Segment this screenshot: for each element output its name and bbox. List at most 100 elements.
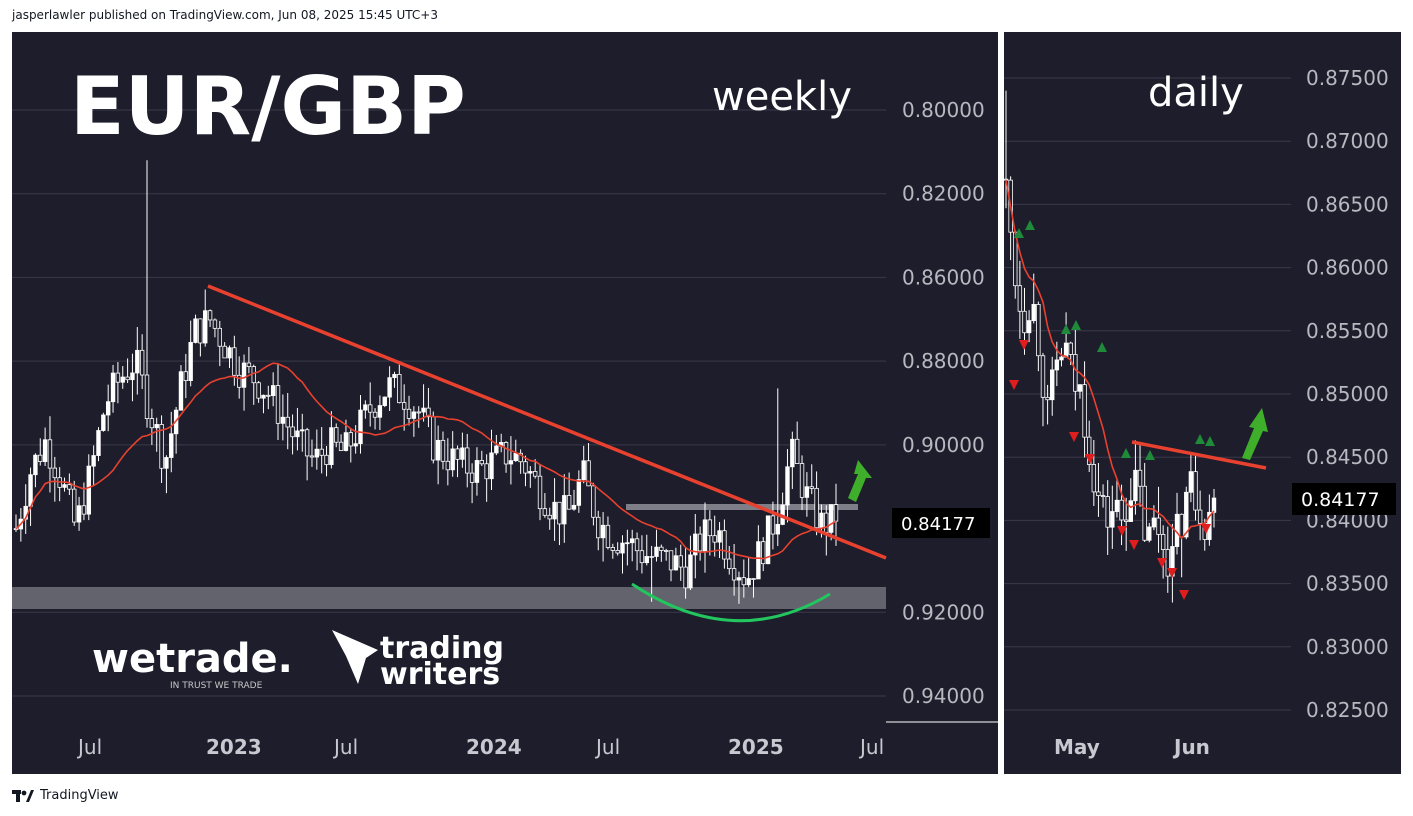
weekly-candle-body: [537, 475, 543, 510]
weekly-candle-body: [702, 519, 708, 552]
daily-price-tick: 0.83000: [1306, 635, 1389, 659]
weekly-time-axis[interactable]: Jul 2023 Jul 2024 Jul 2025 Jul: [76, 735, 884, 759]
weekly-candle-body: [421, 407, 426, 413]
weekly-candle-body: [610, 547, 616, 551]
weekly-candles: [13, 160, 839, 604]
weekly-candle-body: [712, 535, 717, 543]
weekly-candle-body: [688, 554, 693, 589]
weekly-candle-body: [518, 452, 523, 463]
weekly-time-tick: Jul: [858, 735, 884, 759]
weekly-candle-body: [72, 488, 77, 523]
weekly-candle-body: [232, 347, 237, 376]
weekly-candle-body: [28, 474, 33, 507]
weekly-candle-body: [411, 411, 417, 419]
daily-time-axis[interactable]: May Jun: [1054, 735, 1210, 759]
weekly-candle-body: [295, 430, 300, 438]
weekly-candle-body: [207, 310, 213, 321]
weekly-candle-body: [38, 454, 43, 462]
daily-signal-down: [1019, 340, 1029, 350]
weekly-candle-body: [203, 310, 208, 344]
weekly-candle-body: [353, 443, 358, 447]
tradingview-logo-icon: [12, 789, 34, 802]
weekly-candle-body: [663, 550, 669, 552]
weekly-candle-body: [639, 550, 645, 564]
weekly-current-price-tag: 0.84177: [892, 508, 990, 538]
weekly-candle-body: [765, 515, 771, 565]
daily-chart-panel[interactable]: daily 0.87500 0.87000 0.86500 0.86000 0.8550…: [1003, 32, 1401, 774]
weekly-candle-body: [644, 556, 649, 564]
weekly-candle-body: [707, 519, 713, 537]
weekly-candle-body: [576, 479, 582, 506]
weekly-candle-body: [406, 408, 412, 419]
wetrade-logo: wetrade. IN TRUST WE TRADE: [92, 636, 293, 691]
weekly-candle-body: [251, 366, 256, 384]
weekly-candle-body: [659, 546, 664, 551]
weekly-candle-body: [494, 445, 499, 454]
weekly-candle-body: [105, 401, 111, 416]
daily-candle-body: [1036, 304, 1041, 357]
weekly-candle-body: [697, 533, 703, 552]
weekly-candle-body: [523, 461, 528, 474]
rounded-bottom-arc: [631, 582, 831, 623]
daily-candle-body: [1105, 496, 1110, 528]
weekly-candle-body: [668, 550, 674, 571]
weekly-price-tick: 0.86000: [902, 265, 985, 289]
weekly-candle-body: [630, 538, 635, 544]
weekly-candle-body: [484, 463, 489, 480]
weekly-candle-body: [101, 414, 106, 431]
weekly-current-price: 0.84177: [901, 514, 975, 535]
daily-signal-down: [1129, 540, 1139, 550]
daily-signal-markers: [1009, 220, 1215, 600]
weekly-candle-body: [824, 512, 829, 533]
weekly-candle-body: [76, 505, 82, 523]
weekly-time-tick: 2023: [206, 735, 262, 759]
daily-price-axis[interactable]: 0.87500 0.87000 0.86500 0.86000 0.85500 0.850…: [1306, 66, 1389, 722]
weekly-chart-panel[interactable]: EUR/GBP weekly 0.94000 0.92000 0.90000 0.88…: [12, 32, 998, 774]
weekly-candle-body: [489, 452, 494, 480]
daily-price-tick: 0.85000: [1306, 382, 1389, 406]
weekly-candle-body: [591, 485, 596, 518]
weekly-timeframe-label: weekly: [712, 74, 852, 120]
weekly-candle-body: [751, 578, 756, 580]
weekly-candle-body: [96, 430, 101, 456]
weekly-candle-body: [605, 524, 611, 548]
weekly-candle-body: [139, 349, 145, 376]
daily-price-tick: 0.87500: [1306, 66, 1389, 90]
weekly-candle-body: [309, 455, 315, 458]
weekly-candle-body: [557, 501, 562, 525]
weekly-candle-body: [91, 455, 96, 467]
weekly-candle-body: [547, 514, 552, 520]
weekly-candle-body: [144, 374, 150, 419]
daily-up-arrow: [1242, 408, 1268, 460]
daily-candle-body: [1073, 354, 1078, 392]
weekly-candle-body: [731, 568, 737, 581]
daily-candle-body: [1110, 511, 1115, 528]
weekly-candle-body: [368, 404, 373, 413]
daily-candle-body: [1137, 469, 1143, 487]
daily-candle-body: [1077, 384, 1083, 392]
weekly-candle-body: [164, 457, 169, 469]
daily-price-tick: 0.86500: [1306, 192, 1389, 216]
weekly-candle-body: [746, 578, 751, 586]
daily-signal-down: [1117, 526, 1127, 536]
weekly-candle-body: [717, 530, 722, 543]
weekly-price-tick: 0.90000: [902, 433, 985, 457]
daily-signal-down: [1167, 568, 1177, 578]
daily-candle-body: [1119, 499, 1124, 521]
weekly-candle-body: [183, 371, 189, 381]
weekly-candle-body: [178, 371, 184, 411]
daily-price-tick: 0.86000: [1306, 256, 1389, 280]
weekly-candle-body: [372, 411, 378, 418]
weekly-candle-body: [562, 495, 567, 525]
daily-price-tick: 0.82500: [1306, 698, 1389, 722]
weekly-candle-body: [377, 405, 383, 418]
daily-candle-body: [1054, 359, 1060, 371]
daily-moving-average: [1005, 179, 1215, 540]
daily-candle-body: [1091, 464, 1097, 493]
daily-signal-up: [1195, 434, 1205, 444]
weekly-candle-body: [135, 349, 140, 374]
weekly-candle-body: [275, 385, 281, 424]
weekly-moving-average: [15, 362, 837, 560]
weekly-candle-body: [586, 460, 591, 487]
weekly-price-axis[interactable]: 0.94000 0.92000 0.90000 0.88000 0.86000 0.820…: [902, 98, 985, 708]
